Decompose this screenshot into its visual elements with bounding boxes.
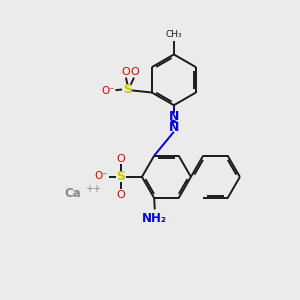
Text: O: O <box>117 154 125 164</box>
Text: NH₂: NH₂ <box>142 212 167 224</box>
Text: Ca: Ca <box>64 187 81 200</box>
Text: O: O <box>117 190 125 200</box>
Text: O: O <box>122 67 130 77</box>
Text: O⁻: O⁻ <box>101 86 115 96</box>
Text: O: O <box>130 67 139 77</box>
Text: ++: ++ <box>85 184 101 194</box>
Text: N: N <box>169 121 179 134</box>
Text: S: S <box>116 170 125 183</box>
Text: S: S <box>123 83 132 96</box>
Text: CH₃: CH₃ <box>166 30 182 39</box>
Text: O⁻: O⁻ <box>95 171 109 181</box>
Text: N: N <box>169 110 179 123</box>
